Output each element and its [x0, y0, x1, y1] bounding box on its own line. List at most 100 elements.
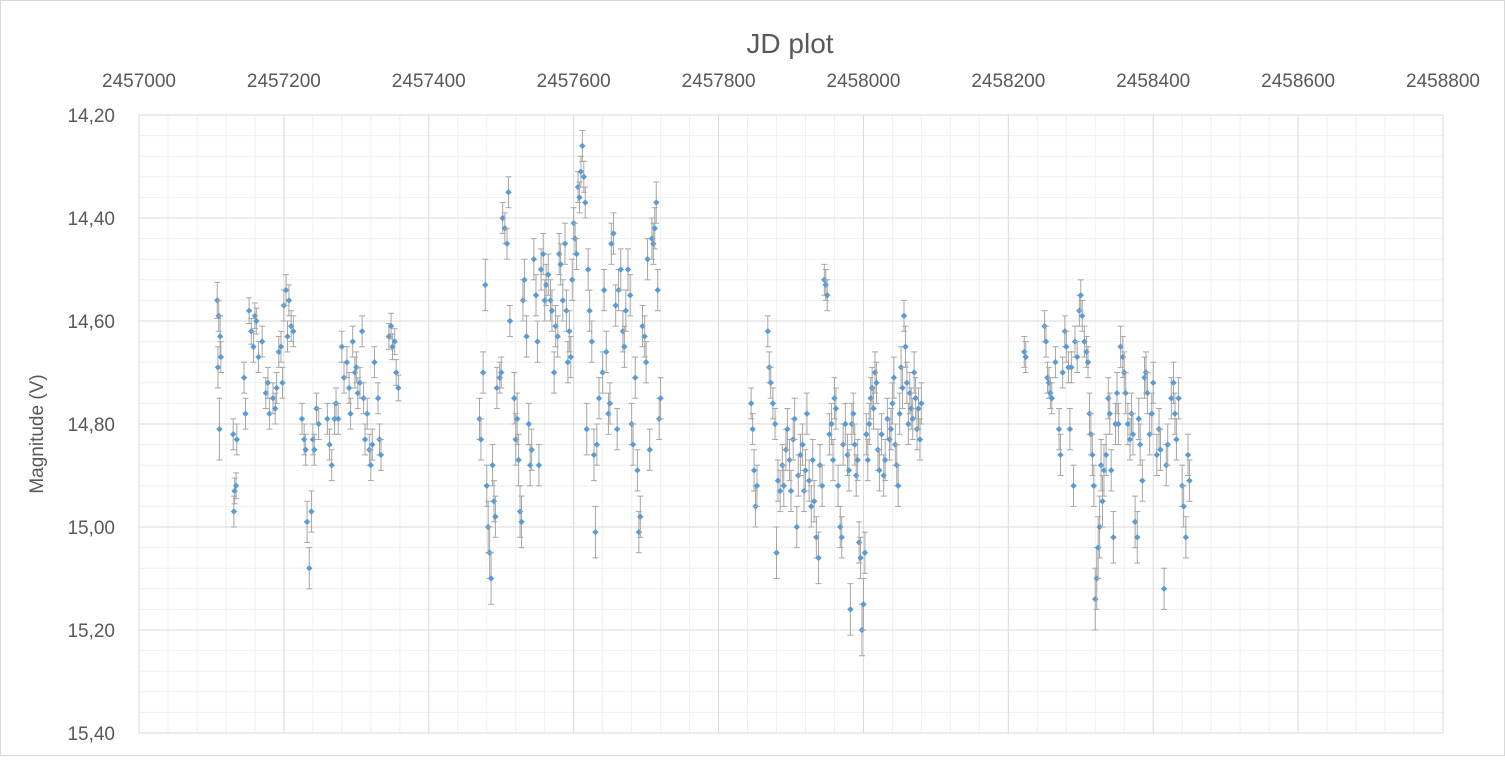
data-point: [554, 315, 561, 358]
data-point: [1126, 418, 1134, 461]
data-point: [230, 495, 238, 528]
data-point: [850, 392, 857, 435]
data-point: [629, 423, 637, 466]
data-point: [653, 181, 660, 224]
data-point: [233, 423, 240, 456]
data-point: [532, 274, 540, 317]
y-axis-ticks: 14,20 14,40 14,60 14,80 15,00 15,20 15,40: [67, 106, 115, 745]
data-point: [567, 335, 574, 379]
data-point: [624, 248, 632, 291]
data-point: [516, 485, 524, 538]
data-point: [828, 402, 835, 446]
data-point: [654, 269, 661, 312]
data-point: [483, 464, 490, 507]
data-point: [326, 428, 333, 461]
x-tick-label: 2457600: [537, 71, 611, 92]
data-point: [584, 248, 592, 291]
data-point: [818, 464, 826, 507]
data-point: [1164, 423, 1171, 466]
data-point: [803, 392, 811, 435]
data-point: [351, 356, 359, 389]
data-point: [1175, 377, 1182, 420]
data-point: [657, 377, 664, 420]
x-tick-label: 2458400: [1116, 71, 1190, 92]
data-point: [258, 325, 266, 358]
data-point: [1117, 325, 1124, 368]
x-axis-ticks: 2457000 2457200 2457400 2457600 2457800 24580…: [102, 71, 1480, 92]
data-point: [542, 263, 550, 307]
data-point: [1021, 335, 1028, 368]
data-point: [747, 387, 755, 420]
y-tick-label: 14,20: [67, 106, 115, 127]
data-point: [582, 186, 589, 219]
data-point: [600, 269, 608, 312]
data-point: [854, 438, 861, 482]
data-point: [387, 312, 395, 340]
data-point: [889, 382, 896, 425]
data-point: [780, 464, 787, 507]
data-point: [1052, 346, 1059, 379]
data-point: [515, 433, 522, 487]
data-point: [1135, 397, 1142, 440]
data-point: [617, 248, 624, 291]
data-point: [1150, 361, 1157, 404]
data-point: [530, 238, 538, 281]
data-point: [273, 372, 280, 404]
y-axis-label: Magnitude (V): [27, 374, 48, 493]
data-point: [1057, 433, 1064, 476]
data-point: [580, 160, 588, 193]
data-point: [512, 413, 519, 466]
data-points: [214, 129, 1193, 657]
data-point: [1171, 392, 1179, 435]
data-point: [583, 402, 590, 456]
x-tick-label: 2458800: [1406, 71, 1480, 92]
data-point: [1113, 372, 1121, 415]
data-point: [887, 408, 895, 451]
data-point: [651, 207, 659, 250]
data-point: [523, 315, 530, 358]
data-point: [646, 428, 653, 471]
data-point: [1097, 438, 1105, 492]
data-point: [873, 361, 880, 404]
data-point: [793, 505, 800, 549]
data-point: [1157, 428, 1164, 471]
data-point: [639, 305, 646, 348]
data-point: [1134, 511, 1141, 564]
data-point: [391, 328, 398, 355]
data-point: [479, 351, 487, 394]
data-point: [621, 325, 628, 368]
data-point: [610, 212, 617, 255]
data-point: [771, 408, 779, 440]
data-point: [774, 459, 782, 502]
data-point: [603, 330, 610, 373]
data-point: [275, 335, 283, 368]
data-point: [1115, 402, 1122, 446]
data-point: [385, 323, 393, 350]
data-point: [613, 408, 621, 451]
data-point: [513, 392, 521, 446]
data-point: [1077, 279, 1084, 312]
data-point: [364, 397, 371, 430]
major-grid: [138, 114, 1444, 734]
data-point: [511, 372, 518, 425]
data-point: [566, 310, 573, 353]
data-point: [347, 397, 354, 430]
data-point: [908, 387, 915, 430]
data-point: [831, 377, 838, 420]
data-point: [1048, 382, 1055, 415]
data-point: [590, 428, 598, 482]
data-point: [824, 279, 831, 312]
data-point: [863, 413, 870, 456]
data-point: [550, 351, 558, 394]
data-point: [302, 433, 309, 466]
data-point: [240, 361, 248, 394]
data-point: [864, 438, 871, 482]
x-tick-label: 2457400: [392, 71, 466, 92]
data-point: [528, 428, 535, 471]
data-point: [487, 552, 495, 605]
data-point: [548, 289, 556, 332]
data-point: [791, 397, 798, 440]
data-point: [860, 578, 867, 631]
data-point: [251, 302, 259, 330]
